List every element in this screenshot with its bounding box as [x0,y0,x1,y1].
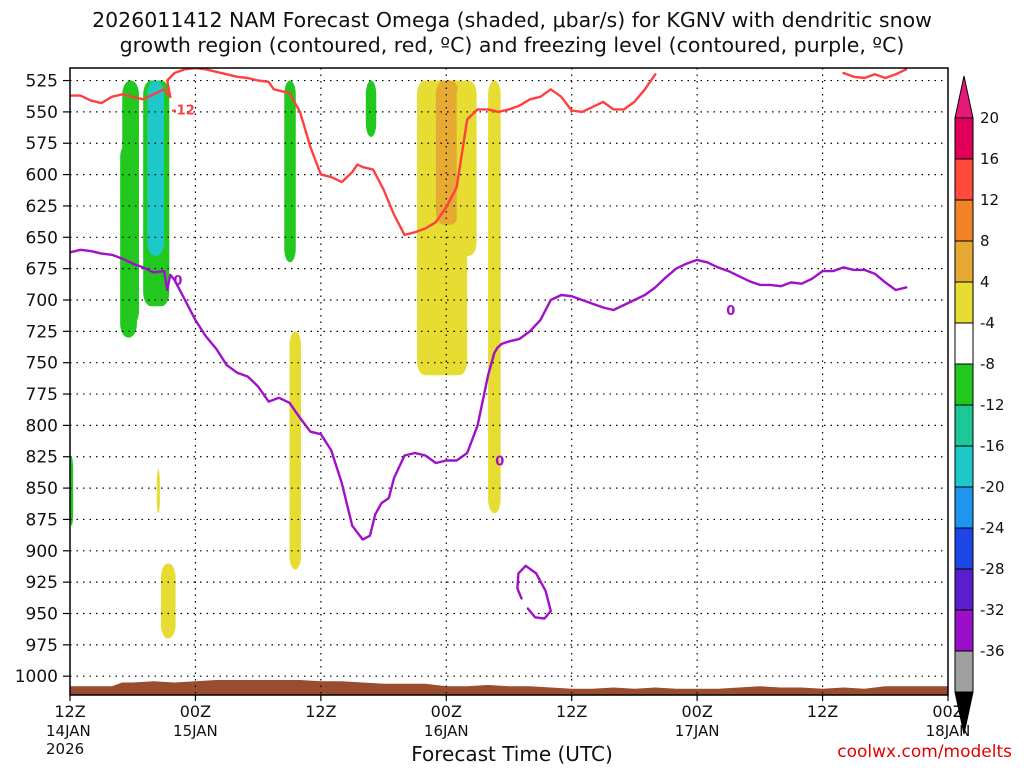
terrain-fill [70,679,948,695]
y-axis: 525 550 575 600 625 650 675 700 725 750 775 800 825 8… [15,72,70,687]
contour-line-3 [516,564,552,620]
colorbar-segment-7 [954,404,974,447]
contour-label-0: -12 [171,103,195,118]
omega-region-9 [456,80,477,257]
colorbar-label--12: -12 [980,396,1005,414]
colorbar-bottom-arrow [954,691,974,735]
omega-shading [70,80,501,639]
colorbar-segment-9 [954,486,974,529]
colorbar-label--36: -36 [980,642,1005,660]
credit-text: coolwx.com/modelts [837,742,1012,762]
y-tick-label-600: 600 [26,166,58,186]
chart-title-line-1: 2026011412 NAM Forecast Omega (shaded, μ… [92,8,932,32]
contour-labels: -12 0 0 0 [171,103,735,469]
plot-grid [70,68,948,695]
x-tick-date-84: 18JAN [926,722,971,740]
y-tick-label-575: 575 [26,134,58,154]
contour-label-1: 0 [173,274,182,289]
colorbar-top-arrow [954,75,974,119]
colorbar-segment-2 [954,199,974,242]
x-tick-time-48: 12Z [556,702,587,721]
colorbar-label-20: 20 [980,109,999,127]
x-tick-time-72: 12Z [807,702,838,721]
colorbar-segment-5 [954,322,974,365]
y-tick-label-825: 825 [26,448,58,468]
colorbar-segment-10 [954,527,974,570]
omega-region-13 [160,563,176,639]
x-tick-year-0: 2026 [46,740,84,758]
colorbar-label--8: -8 [980,355,995,373]
colorbar-label--32: -32 [980,601,1005,619]
colorbar-label--16: -16 [980,437,1005,455]
colorbar-label--24: -24 [980,519,1005,537]
contour-label-3: 0 [726,304,735,319]
colorbar: 20 16 12 8 4 -4 -8 -12 -16 -20 -24 -28 -32 -36 [954,75,1005,735]
x-tick-date-36: 16JAN [424,722,469,740]
x-tick-date-12: 15JAN [173,722,218,740]
colorbar-label-8: 8 [980,232,990,250]
y-tick-label-925: 925 [26,573,58,593]
contour-line-0 [70,68,657,236]
colorbar-label--4: -4 [980,314,995,332]
x-tick-time-60: 00Z [681,702,712,721]
colorbar-segment-1 [954,158,974,201]
x-axis-title: Forecast Time (UTC) [411,742,613,766]
contour-lines [70,68,908,620]
y-tick-label-775: 775 [26,385,58,405]
colorbar-segment-4 [954,281,974,324]
colorbar-segment-8 [954,445,974,488]
colorbar-segment-0 [954,117,974,160]
y-tick-label-700: 700 [26,291,58,311]
x-tick-time-24: 12Z [305,702,336,721]
colorbar-segment-3 [954,240,974,283]
y-tick-label-750: 750 [26,354,58,374]
y-tick-label-675: 675 [26,260,58,280]
terrain-area [70,679,948,695]
y-tick-label-975: 975 [26,636,58,656]
y-tick-label-900: 900 [26,542,58,562]
omega-region-3 [147,80,165,257]
y-tick-label-525: 525 [26,72,58,92]
colorbar-label-4: 4 [980,273,990,291]
contour-line-2 [70,248,908,541]
y-tick-label-950: 950 [26,604,58,624]
omega-region-4 [284,80,296,263]
omega-region-11 [289,331,301,570]
chart-title-line-2: growth region (contoured, red, ºC) and f… [119,33,905,57]
colorbar-segment-13 [954,650,974,693]
y-tick-label-625: 625 [26,197,58,217]
y-tick-label-650: 650 [26,228,58,248]
y-tick-label-550: 550 [26,103,58,123]
y-tick-label-800: 800 [26,416,58,436]
x-tick-time-12: 00Z [180,702,211,721]
colorbar-segment-11 [954,568,974,611]
x-tick-time-36: 00Z [431,702,462,721]
omega-region-6 [70,456,74,526]
x-tick-date-60: 17JAN [675,722,720,740]
omega-region-10 [488,80,501,514]
contour-label-2: 0 [495,455,504,470]
colorbar-segment-12 [954,609,974,652]
y-tick-label-875: 875 [26,510,58,530]
omega-region-12 [156,469,160,514]
contour-line-1 [842,68,908,80]
plot-frame [69,67,949,696]
colorbar-label-16: 16 [980,150,999,168]
x-tick-time-84: 00Z [932,702,963,721]
omega-region-5 [365,80,377,137]
omega-region-1 [120,143,137,338]
colorbar-segment-6 [954,363,974,406]
y-tick-label-725: 725 [26,322,58,342]
omega-region-8 [435,80,459,225]
x-tick-time-0: 12Z [54,702,85,721]
x-tick-date-0: 14JAN [46,722,91,740]
y-tick-label-1000: 1000 [15,667,58,687]
colorbar-label-12: 12 [980,191,999,209]
colorbar-label--20: -20 [980,478,1005,496]
y-tick-label-850: 850 [26,479,58,499]
colorbar-label--28: -28 [980,560,1005,578]
